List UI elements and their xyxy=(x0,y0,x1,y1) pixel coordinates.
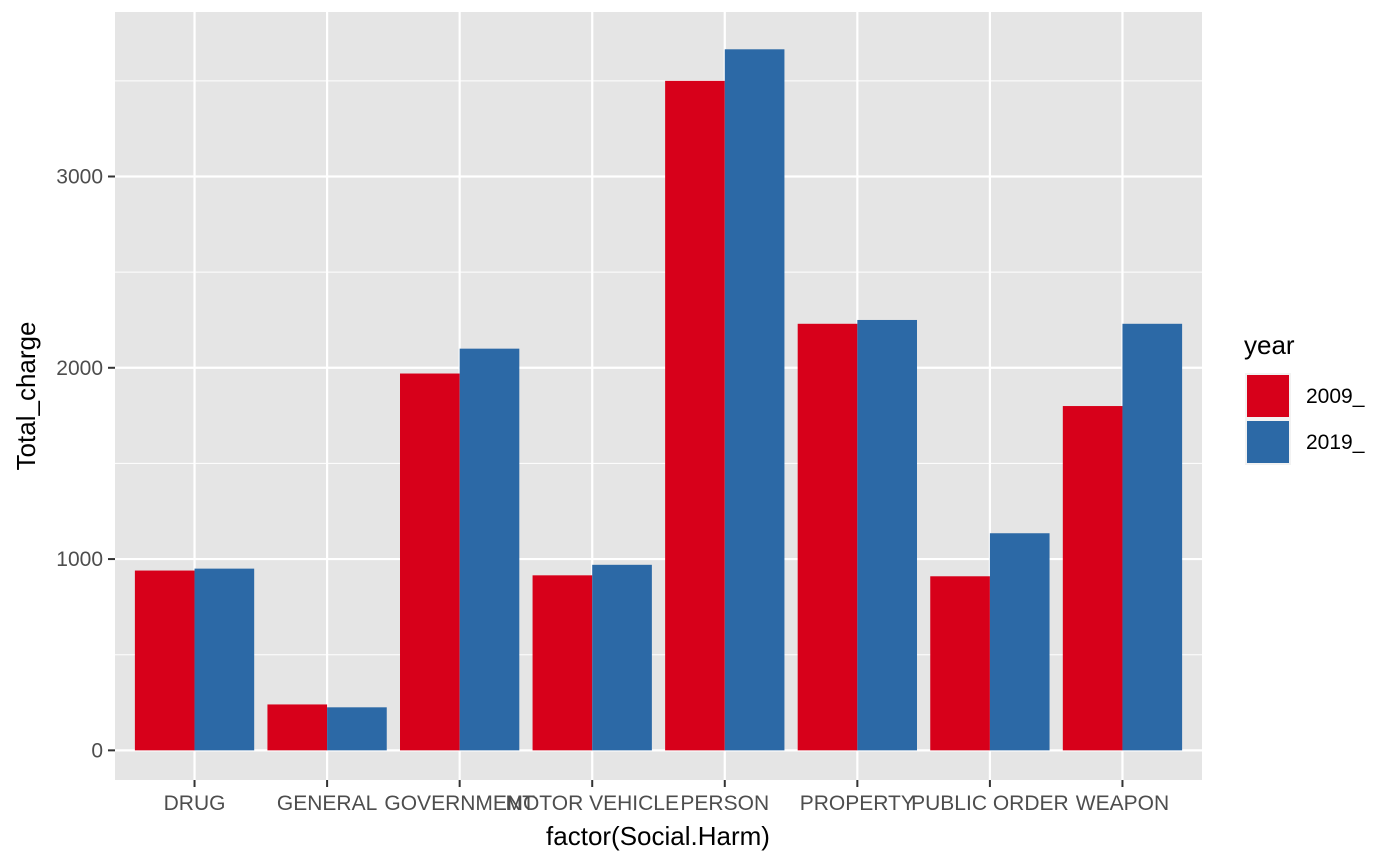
y-tick-label: 2000 xyxy=(56,357,103,380)
bar-2019-government xyxy=(459,348,520,751)
bar-2019-weapon xyxy=(1122,323,1183,751)
legend-label: 2019_ xyxy=(1306,431,1365,454)
legend-key-swatch xyxy=(1247,421,1289,463)
bar-2019-general xyxy=(327,707,387,751)
bar-2019-drug xyxy=(194,568,255,751)
bar-2009-drug xyxy=(134,570,195,751)
y-tick-label: 0 xyxy=(91,739,103,762)
y-tick-label: 1000 xyxy=(56,548,103,571)
legend-label: 2009_ xyxy=(1306,385,1365,408)
x-tick-label: GOVERNMENT xyxy=(384,792,535,815)
x-tick-label: DRUG xyxy=(164,792,226,815)
bar-2019-person xyxy=(724,49,785,751)
x-axis-title: factor(Social.Harm) xyxy=(546,821,770,851)
bar-2009-motor-vehicle xyxy=(532,575,593,751)
legend: year 2009_ 2019_ xyxy=(1244,330,1365,465)
bar-2009-weapon xyxy=(1062,406,1123,751)
bar-2009-government xyxy=(400,373,460,751)
bar-2009-public-order xyxy=(930,576,990,751)
x-tick-label: MOTOR VEHICLE xyxy=(505,792,678,815)
x-tick-label: PROPERTY xyxy=(800,792,915,815)
x-tick-label: WEAPON xyxy=(1076,792,1169,815)
x-tick-label: PUBLIC ORDER xyxy=(911,792,1069,815)
bar-2009-property xyxy=(797,323,858,751)
y-axis-title: Total_charge xyxy=(11,322,41,471)
legend-title: year xyxy=(1244,330,1295,360)
bar-2019-property xyxy=(857,319,917,751)
bar-2009-person xyxy=(665,80,725,751)
bar-2009-general xyxy=(267,704,328,751)
x-tick-label: GENERAL xyxy=(277,792,377,815)
bar-2019-public-order xyxy=(989,533,1050,751)
bars xyxy=(134,49,1183,751)
x-tick-label: PERSON xyxy=(680,792,769,815)
legend-key-swatch xyxy=(1247,375,1289,417)
axes: 0 1000 2000 3000 DRUG GENERAL GOVERNMENTMOTOR … xyxy=(56,166,1169,815)
bar-2019-motor-vehicle xyxy=(592,564,652,751)
y-tick-label: 3000 xyxy=(56,166,103,189)
